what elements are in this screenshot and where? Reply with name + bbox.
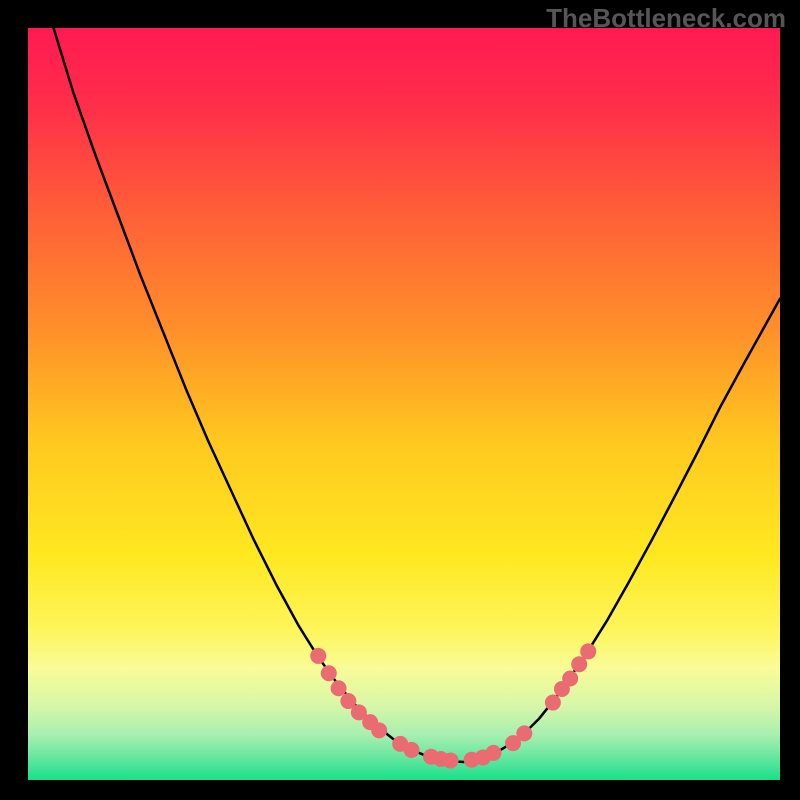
marker-group: [310, 643, 596, 768]
data-marker: [321, 665, 337, 681]
data-marker: [331, 680, 347, 696]
data-marker: [485, 745, 501, 761]
data-marker: [443, 752, 459, 768]
chart-frame: TheBottleneck.com: [0, 0, 800, 800]
data-marker: [516, 725, 532, 741]
chart-svg: [0, 0, 800, 800]
data-marker: [404, 742, 420, 758]
data-marker: [371, 722, 387, 738]
data-marker: [562, 670, 578, 686]
watermark-label: TheBottleneck.com: [546, 3, 786, 34]
data-marker: [310, 648, 326, 664]
bottleneck-curve: [54, 28, 780, 762]
data-marker: [580, 643, 596, 659]
data-marker: [545, 695, 561, 711]
